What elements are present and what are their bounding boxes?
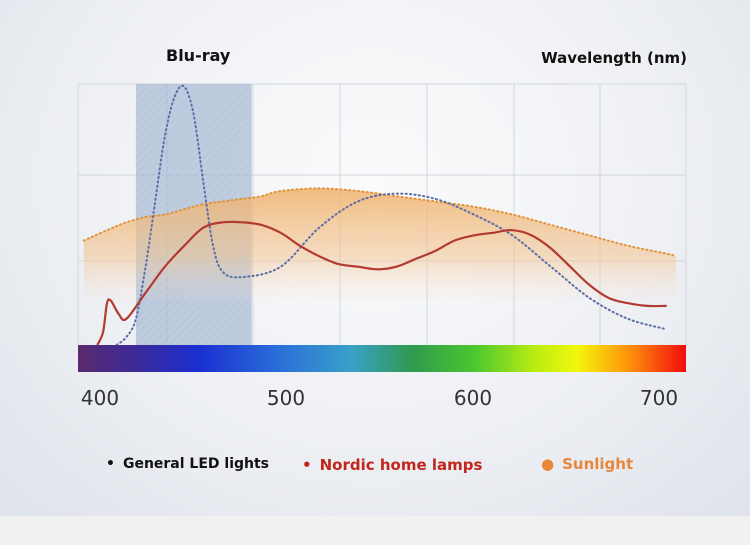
x-tick-label: 700 xyxy=(639,386,679,410)
color-spectrum-bar xyxy=(78,345,686,372)
legend-item-nordic: • Nordic home lamps xyxy=(302,456,482,474)
legend-label-led: General LED lights xyxy=(122,456,270,472)
nordic-legend-dot: • xyxy=(302,456,312,474)
chart-svg xyxy=(77,83,687,372)
x-tick-label: 500 xyxy=(266,386,306,410)
legend-label-sunlight: Sunlight xyxy=(562,455,634,473)
legend-label-nordic: Nordic home lamps xyxy=(319,456,483,474)
x-axis-title: Wavelength (nm) xyxy=(541,49,687,67)
sunlight-area xyxy=(83,188,677,300)
nordic-home-lamps-line xyxy=(96,220,667,346)
led-legend-dot: • xyxy=(106,456,115,472)
legend-item-sunlight: ● Sunlight xyxy=(541,455,633,473)
legend-item-led: • General LED lights xyxy=(106,456,269,472)
sunlight-legend-dot: ● xyxy=(541,455,555,473)
sunlight-line xyxy=(82,187,678,258)
bottom-strip xyxy=(0,516,750,545)
general-led-line xyxy=(115,84,668,346)
x-tick-label: 400 xyxy=(80,386,120,410)
blu-ray-label: Blu-ray xyxy=(166,46,231,65)
x-tick-label: 600 xyxy=(453,386,493,410)
